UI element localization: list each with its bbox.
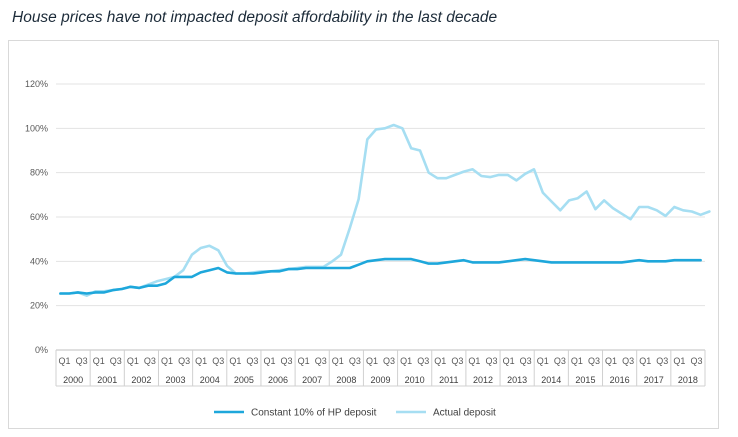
quarter-label: Q3: [622, 356, 634, 366]
chart-frame: [8, 40, 719, 429]
quarter-label: Q1: [93, 356, 105, 366]
quarter-label: Q3: [76, 356, 88, 366]
quarter-label: Q3: [144, 356, 156, 366]
quarter-label: Q3: [656, 356, 668, 366]
year-label: 2006: [268, 375, 288, 385]
quarter-label: Q1: [571, 356, 583, 366]
series-line-constant-10pct-deposit: [59, 257, 702, 295]
quarter-label: Q3: [690, 356, 702, 366]
y-tick-label: 80%: [30, 168, 48, 178]
year-label: 2018: [678, 375, 698, 385]
year-label: 2014: [541, 375, 561, 385]
series-lines: [59, 123, 711, 298]
quarter-label: Q1: [298, 356, 310, 366]
year-label: 2007: [302, 375, 322, 385]
year-label: 2011: [439, 375, 458, 385]
quarter-label: Q1: [195, 356, 207, 366]
quarter-label: Q3: [110, 356, 122, 366]
quarter-label: Q3: [451, 356, 463, 366]
gridlines: [56, 83, 705, 351]
quarter-label: Q3: [486, 356, 498, 366]
year-label: 2013: [507, 375, 527, 385]
y-axis-ticks: 0% 20% 40% 60% 80% 100% 120%: [25, 79, 48, 355]
year-label: 2017: [644, 375, 664, 385]
y-tick-label: 120%: [25, 79, 48, 89]
quarter-label: Q1: [639, 356, 651, 366]
quarter-label: Q1: [263, 356, 275, 366]
x-axis: Q1 Q3 2000 Q1 Q3 2001 Q1 Q3 2002 Q1 Q3 2003 Q1 Q3 2004…: [55, 350, 706, 387]
year-label: 2008: [336, 375, 356, 385]
year-label: 2012: [473, 375, 493, 385]
legend-label-constant-10pct-deposit: Constant 10% of HP deposit: [251, 408, 377, 419]
year-label: 2009: [370, 375, 390, 385]
y-tick-label: 100%: [25, 123, 48, 133]
quarter-label: Q3: [554, 356, 566, 366]
quarter-label: Q1: [503, 356, 515, 366]
quarter-label: Q3: [246, 356, 258, 366]
y-tick-label: 20%: [30, 301, 48, 311]
year-label: 2001: [97, 375, 117, 385]
quarter-label: Q1: [468, 356, 480, 366]
quarter-label: Q3: [212, 356, 224, 366]
y-tick-label: 0%: [35, 345, 48, 355]
year-label: 2005: [234, 375, 254, 385]
year-label: 2004: [200, 375, 220, 385]
quarter-label: Q1: [366, 356, 378, 366]
quarter-label: Q1: [400, 356, 412, 366]
quarter-label: Q1: [673, 356, 685, 366]
quarter-label: Q1: [537, 356, 549, 366]
year-label: 2002: [131, 375, 151, 385]
year-label: 2015: [575, 375, 595, 385]
quarter-label: Q3: [281, 356, 293, 366]
legend: Constant 10% of HP deposit Actual deposit: [214, 408, 496, 419]
chart-title: House prices have not impacted deposit a…: [12, 9, 498, 26]
quarter-label: Q1: [332, 356, 344, 366]
quarter-label: Q3: [349, 356, 361, 366]
quarter-label: Q3: [383, 356, 395, 366]
quarter-label: Q1: [605, 356, 617, 366]
quarter-label: Q3: [588, 356, 600, 366]
series-line-actual-deposit: [59, 123, 711, 298]
quarter-label: Q3: [315, 356, 327, 366]
legend-label-actual-deposit: Actual deposit: [433, 408, 496, 419]
year-label: 2003: [166, 375, 186, 385]
year-label: 2016: [610, 375, 630, 385]
quarter-label: Q3: [417, 356, 429, 366]
quarter-label: Q1: [127, 356, 139, 366]
year-label: 2010: [405, 375, 425, 385]
quarter-label: Q1: [59, 356, 71, 366]
quarter-label: Q1: [434, 356, 446, 366]
quarter-label: Q3: [520, 356, 532, 366]
quarter-label: Q3: [178, 356, 190, 366]
year-label: 2000: [63, 375, 83, 385]
y-tick-label: 40%: [30, 256, 48, 266]
quarter-label: Q1: [229, 356, 241, 366]
quarter-label: Q1: [161, 356, 173, 366]
y-tick-label: 60%: [30, 212, 48, 222]
